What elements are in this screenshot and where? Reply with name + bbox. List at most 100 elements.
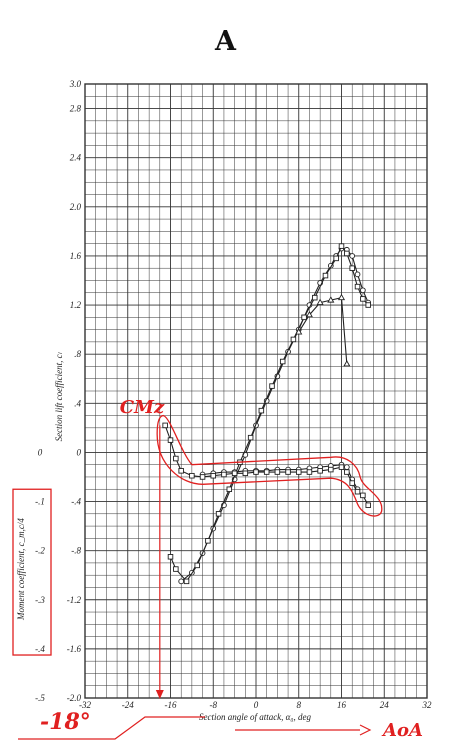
x-tick-label: 24	[380, 700, 390, 710]
moment-square-point	[328, 466, 334, 473]
moment-square-point	[178, 468, 184, 474]
annotations: CMz -18° AoA	[12, 397, 423, 741]
lift-square-point	[338, 243, 345, 249]
moment-square-point	[349, 480, 355, 486]
moment-tick-label: -.5	[35, 693, 45, 703]
lift-point	[349, 253, 356, 259]
y-tick-label: .4	[74, 398, 81, 408]
lift-square-point	[290, 336, 297, 343]
moment-square-point	[221, 471, 227, 478]
moment-square-point	[338, 464, 345, 470]
x-tick-label: -8	[210, 700, 218, 710]
lift-square-point	[333, 255, 339, 262]
y-tick-label: 2.0	[70, 202, 82, 212]
lift-square-point	[322, 272, 329, 279]
moment-square-point	[162, 422, 168, 429]
moment-square-point	[360, 492, 366, 499]
x-tick-label: -32	[79, 700, 91, 710]
lift-square-point	[194, 562, 200, 569]
y-axis-title: Section lift coefficient, cₗ	[54, 351, 64, 441]
x-tick-label: 32	[422, 700, 433, 710]
moment-tick-label: 0	[38, 447, 43, 457]
moment-square-point	[199, 474, 206, 480]
y-tick-label: 1.6	[70, 251, 82, 261]
moment-axis-highlight-box	[12, 488, 52, 656]
y-tick-label: 2.4	[70, 153, 82, 163]
lift-square-point	[269, 383, 275, 389]
y-tick-label: 0	[77, 447, 82, 457]
y-tick-label: -2.0	[67, 693, 82, 703]
lift-square-point	[344, 250, 350, 257]
lift-point	[354, 271, 361, 278]
lift-square-point	[354, 283, 361, 290]
x-tick-label: 16	[337, 700, 347, 710]
moment-square-point	[167, 437, 174, 443]
grid	[84, 83, 428, 699]
moment-square-point	[231, 470, 238, 477]
lift-point	[178, 578, 185, 585]
lift-square-point	[173, 566, 179, 572]
y-tick-label: -1.2	[67, 595, 82, 605]
aoa-label: AoA	[381, 720, 423, 741]
lift-square-point	[279, 358, 286, 365]
moment-square-point	[253, 469, 259, 475]
x-tick-label: -24	[122, 700, 134, 710]
y-tick-label: 2.8	[70, 104, 82, 114]
moment-tick-label: -.1	[35, 497, 45, 507]
moment-square-point	[344, 469, 350, 475]
x-axis-title: Section angle of attack, α₀, deg	[199, 712, 312, 722]
moment-square-point	[189, 472, 195, 479]
y-tick-label: -1.6	[67, 644, 82, 654]
x-tick-label: 0	[254, 700, 259, 710]
lift-square-point	[301, 314, 307, 321]
lift-triangle-point	[305, 310, 314, 318]
moment-square-point	[263, 469, 270, 475]
moment-square-point	[242, 470, 249, 477]
lift-triangle-point	[327, 296, 335, 303]
lift-square-point	[360, 296, 366, 302]
lift-square-point	[365, 302, 371, 308]
panel-label: A	[215, 26, 236, 57]
cmz-label: CMz	[120, 397, 165, 418]
y-tick-label: -.8	[71, 546, 81, 556]
lift-square-point	[247, 434, 254, 441]
moment-tick-label: -.2	[35, 546, 45, 556]
x-tick-label: 8	[297, 700, 302, 710]
lift-square-point	[258, 407, 265, 414]
minus18-arrow-icon	[155, 690, 164, 699]
lift-triangle-line	[298, 296, 348, 365]
moment-square-point	[274, 469, 281, 475]
moment-curve-highlight	[156, 414, 383, 517]
moment-square-point	[285, 469, 291, 475]
lift-square-line	[169, 244, 369, 583]
y-tick-label: .8	[74, 349, 81, 359]
lift-square-point	[205, 538, 211, 544]
y-tick-label: 3.0	[69, 79, 82, 89]
x-tick-label: -16	[165, 700, 177, 710]
y-tick-label: -.4	[71, 497, 81, 507]
moment-square-point	[210, 472, 216, 479]
lift-square-point	[215, 511, 222, 517]
y-tick-label: 1.2	[70, 300, 82, 310]
lift-triangle-point	[343, 360, 351, 367]
tick-labels: -32 -24 -16 -8 0 8 16 24 32 3.0 2.8 2.4 2.0 1.6 1.2 .8.…	[16, 79, 432, 722]
aoa-bracket-line	[18, 716, 205, 740]
moment-square-point	[296, 469, 302, 475]
lift-triangle-point	[337, 293, 346, 301]
moment-tick-label: -.3	[35, 595, 45, 605]
moment-tick-label: -.4	[35, 644, 45, 654]
lift-square-point	[226, 486, 233, 492]
moment-square-point	[365, 502, 371, 508]
lift-square-point	[312, 294, 318, 301]
aoa-arrow-icon	[359, 724, 372, 736]
moment-square-point	[306, 469, 313, 475]
lift-square-point	[183, 578, 190, 585]
lift-square-point	[349, 265, 355, 271]
moment-square-point	[317, 468, 323, 474]
lift-triangle-point	[316, 298, 324, 306]
lift-square-point	[167, 554, 174, 560]
moment-axis-title: Moment coefficient, c_m,c/4	[16, 518, 26, 621]
moment-square-point	[173, 455, 179, 462]
moment-square-point	[354, 488, 361, 495]
